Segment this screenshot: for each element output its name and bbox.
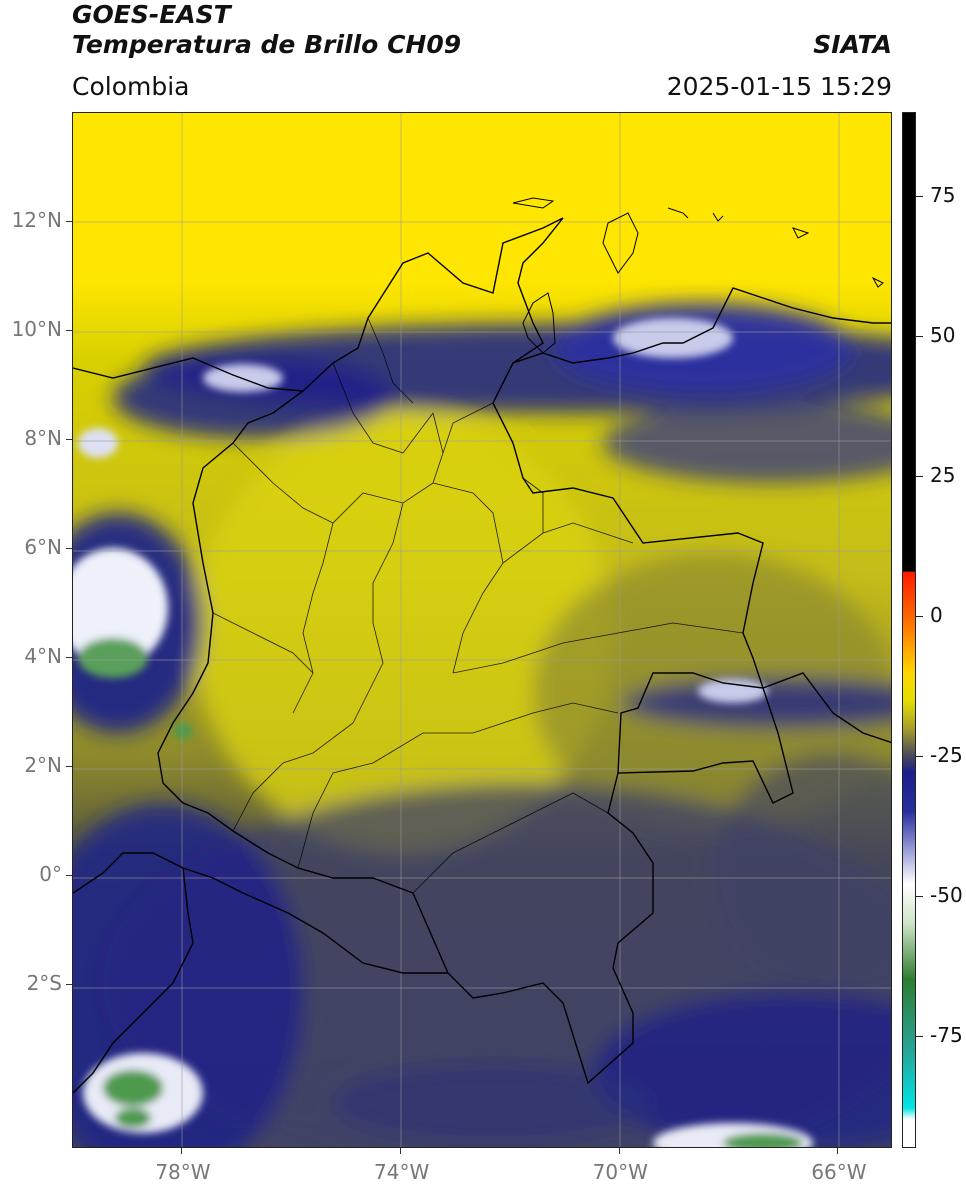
lat-tick-label: 2°S bbox=[26, 971, 62, 996]
colorbar-tick-label: -25 bbox=[930, 743, 963, 767]
satellite-title: GOES-EAST bbox=[72, 0, 231, 29]
colorbar-tick-label: 0 bbox=[930, 603, 943, 627]
southeast-clouds bbox=[593, 993, 891, 1147]
lat-tick-mark bbox=[66, 766, 72, 768]
lat-tick-mark bbox=[66, 548, 72, 550]
maracaibo-white-core bbox=[613, 318, 733, 358]
lat-tick-label: 12°N bbox=[11, 208, 62, 233]
brand-label: SIATA bbox=[813, 30, 892, 59]
southwest-green-core-2 bbox=[115, 1108, 151, 1128]
lon-gridlines bbox=[181, 113, 840, 1147]
venezuela-east-border bbox=[762, 672, 891, 744]
south-center-clouds bbox=[333, 1063, 653, 1143]
lat-tick-mark bbox=[66, 657, 72, 659]
venezuela-border bbox=[512, 287, 891, 364]
lat-tick-label: 8°N bbox=[24, 426, 62, 451]
coast-green-core bbox=[173, 723, 193, 739]
colorbar-tick-mark bbox=[916, 756, 923, 757]
satellite-imagery bbox=[73, 113, 891, 1147]
yellow-andes-region bbox=[193, 413, 613, 853]
lat-tick-mark bbox=[66, 221, 72, 223]
lon-tick-label: 70°W bbox=[592, 1160, 648, 1184]
lon-tick-label: 74°W bbox=[374, 1160, 430, 1184]
colorbar-tick-mark bbox=[916, 196, 923, 197]
east-band-clouds bbox=[623, 678, 891, 728]
lat-tick-mark bbox=[66, 330, 72, 332]
lat-tick-label: 2°N bbox=[24, 753, 62, 778]
slate-east-region bbox=[713, 753, 891, 993]
colorbar-tick-mark bbox=[916, 1036, 923, 1037]
lon-tick-mark bbox=[618, 1148, 620, 1154]
lat-tick-label: 0° bbox=[39, 862, 62, 887]
panama-border bbox=[73, 357, 304, 392]
region-label: Colombia bbox=[72, 72, 190, 101]
pacific-green-core bbox=[78, 638, 148, 678]
brazil-border bbox=[617, 672, 764, 774]
orinoco-clouds bbox=[603, 403, 891, 483]
lon-tick-mark bbox=[837, 1148, 839, 1154]
peru-border bbox=[73, 852, 448, 974]
satellite-map[interactable] bbox=[72, 112, 892, 1148]
lat-tick-label: 10°N bbox=[11, 317, 62, 342]
colorbar-tick-mark bbox=[916, 896, 923, 897]
lat-tick-mark bbox=[66, 875, 72, 877]
colorbar-tick-mark bbox=[916, 616, 923, 617]
colorbar-tick-mark bbox=[916, 476, 923, 477]
department-borders bbox=[212, 317, 744, 894]
ecuador-border bbox=[73, 867, 194, 1094]
southwest-green-core bbox=[103, 1070, 163, 1106]
colorbar-tick-label: -50 bbox=[930, 883, 963, 907]
lon-tick-label: 78°W bbox=[155, 1160, 211, 1184]
colorbar-tick-label: 75 bbox=[930, 183, 956, 207]
east-white-core bbox=[698, 679, 768, 703]
lat-tick-mark bbox=[66, 984, 72, 986]
southeast-green-core bbox=[723, 1133, 803, 1147]
datetime-label: 2025-01-15 15:29 bbox=[666, 72, 892, 101]
colombia-border bbox=[157, 217, 794, 1085]
coastlines bbox=[512, 197, 884, 354]
colorbar-tick-mark bbox=[916, 336, 923, 337]
colorbar-tick-label: -75 bbox=[930, 1023, 963, 1047]
lat-tick-label: 4°N bbox=[24, 644, 62, 669]
north-white-core-2 bbox=[78, 428, 118, 458]
colorbar-tick-label: 50 bbox=[930, 323, 956, 347]
colorbar-tick-label: 25 bbox=[930, 463, 956, 487]
lat-tick-label: 6°N bbox=[24, 535, 62, 560]
country-borders bbox=[73, 217, 891, 1094]
lon-tick-label: 66°W bbox=[811, 1160, 867, 1184]
north-panama-clouds bbox=[113, 358, 393, 438]
product-title: Temperatura de Brillo CH09 bbox=[72, 30, 462, 59]
lat-tick-mark bbox=[66, 439, 72, 441]
colorbar bbox=[902, 112, 916, 1148]
lon-tick-mark bbox=[400, 1148, 401, 1154]
pacific-white-core bbox=[73, 548, 168, 668]
lon-tick-mark bbox=[181, 1148, 183, 1154]
